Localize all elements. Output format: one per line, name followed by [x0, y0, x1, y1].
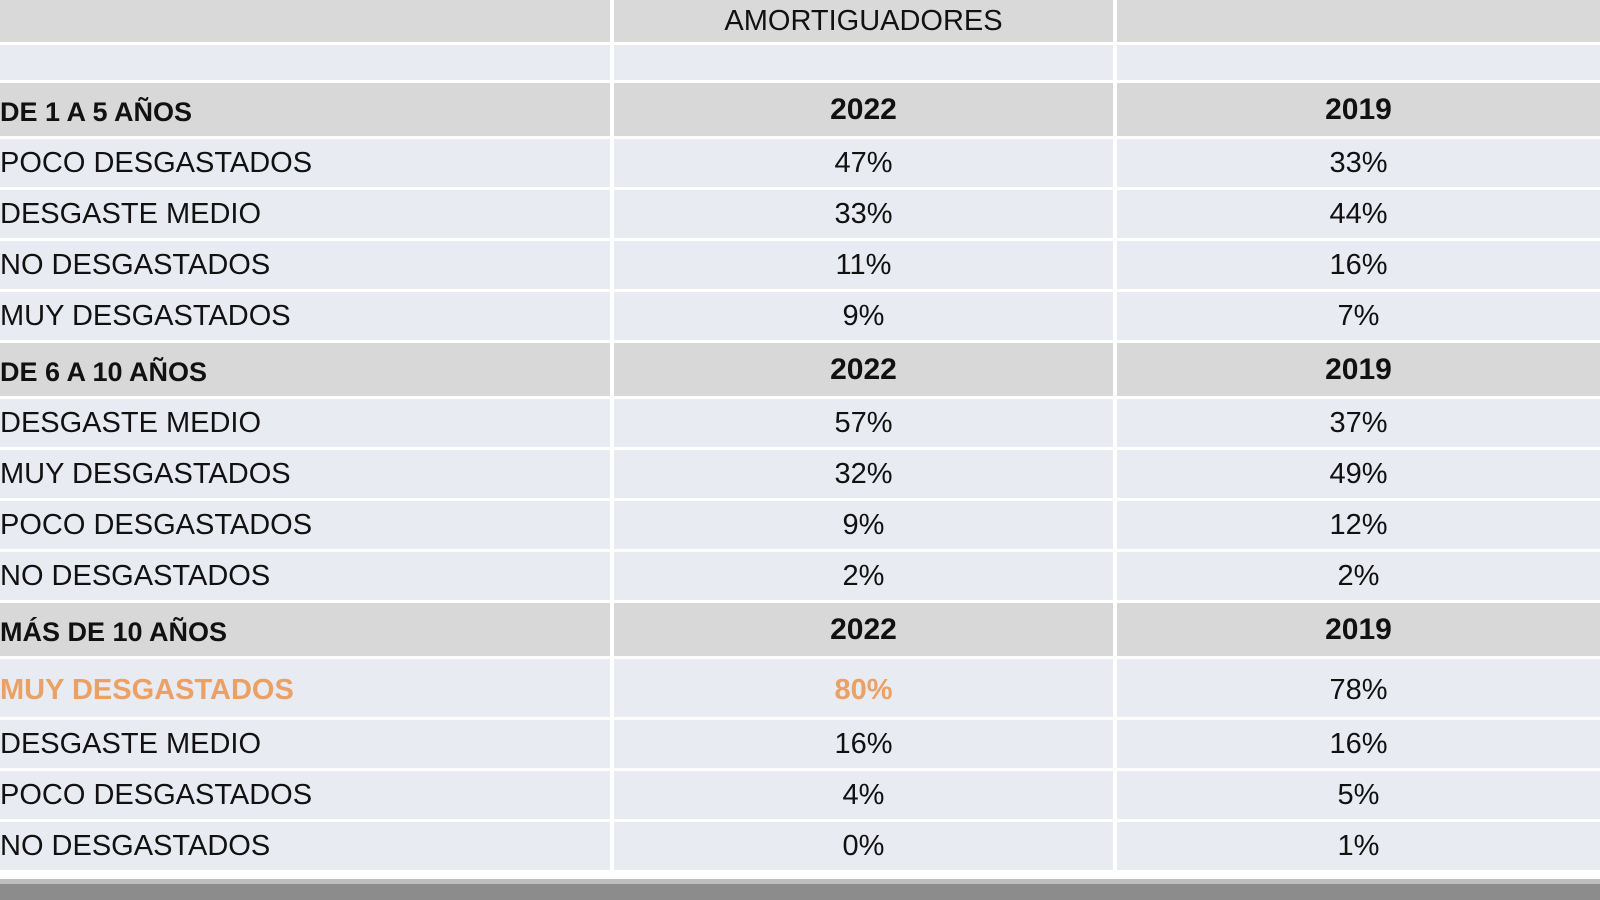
- table-row: NO DESGASTADOS 0% 1%: [0, 822, 1600, 873]
- section-label[interactable]: MÁS DE 10 AÑOS: [0, 603, 614, 659]
- table-row: POCO DESGASTADOS 4% 5%: [0, 771, 1600, 822]
- year-header[interactable]: 2019: [1117, 83, 1600, 139]
- row-label[interactable]: POCO DESGASTADOS: [0, 771, 614, 822]
- value-2022[interactable]: 47%: [614, 139, 1117, 190]
- table-row: POCO DESGASTADOS 47% 33%: [0, 139, 1600, 190]
- year-header[interactable]: 2022: [614, 343, 1117, 399]
- value-2019[interactable]: 1%: [1117, 822, 1600, 873]
- row-label[interactable]: DESGASTE MEDIO: [0, 720, 614, 771]
- table-row-highlighted: MUY DESGASTADOS 80% 78%: [0, 659, 1600, 720]
- cell[interactable]: [1117, 0, 1600, 45]
- table-row: POCO DESGASTADOS 9% 12%: [0, 501, 1600, 552]
- cell[interactable]: [614, 45, 1117, 83]
- bottom-bar: [0, 884, 1600, 900]
- value-2022[interactable]: 9%: [614, 501, 1117, 552]
- table-row: DESGASTE MEDIO 33% 44%: [0, 190, 1600, 241]
- row-label[interactable]: NO DESGASTADOS: [0, 822, 614, 873]
- cell[interactable]: [0, 0, 614, 45]
- table-row: MUY DESGASTADOS 9% 7%: [0, 292, 1600, 343]
- value-2019[interactable]: 2%: [1117, 552, 1600, 603]
- section-label[interactable]: DE 6 A 10 AÑOS: [0, 343, 614, 399]
- value-2019[interactable]: 12%: [1117, 501, 1600, 552]
- value-2022[interactable]: 11%: [614, 241, 1117, 292]
- year-header[interactable]: 2019: [1117, 603, 1600, 659]
- table-row: MUY DESGASTADOS 32% 49%: [0, 450, 1600, 501]
- table-row: NO DESGASTADOS 11% 16%: [0, 241, 1600, 292]
- row-label[interactable]: POCO DESGASTADOS: [0, 501, 614, 552]
- table-title[interactable]: AMORTIGUADORES: [614, 0, 1117, 45]
- value-2022[interactable]: 4%: [614, 771, 1117, 822]
- year-header[interactable]: 2022: [614, 83, 1117, 139]
- value-2019[interactable]: 7%: [1117, 292, 1600, 343]
- title-row: AMORTIGUADORES: [0, 0, 1600, 45]
- row-label[interactable]: DESGASTE MEDIO: [0, 190, 614, 241]
- section-header-row: DE 6 A 10 AÑOS 2022 2019: [0, 343, 1600, 399]
- value-2019[interactable]: 33%: [1117, 139, 1600, 190]
- value-2019[interactable]: 37%: [1117, 399, 1600, 450]
- row-label[interactable]: DESGASTE MEDIO: [0, 399, 614, 450]
- row-label[interactable]: POCO DESGASTADOS: [0, 139, 614, 190]
- row-label-highlighted[interactable]: MUY DESGASTADOS: [0, 659, 614, 720]
- table-row: DESGASTE MEDIO 16% 16%: [0, 720, 1600, 771]
- row-label[interactable]: NO DESGASTADOS: [0, 241, 614, 292]
- spacer-row: [0, 45, 1600, 83]
- cell[interactable]: [0, 45, 614, 83]
- row-label[interactable]: MUY DESGASTADOS: [0, 450, 614, 501]
- value-2019[interactable]: 5%: [1117, 771, 1600, 822]
- value-2022[interactable]: 32%: [614, 450, 1117, 501]
- value-2019[interactable]: 16%: [1117, 720, 1600, 771]
- value-2022[interactable]: 57%: [614, 399, 1117, 450]
- amortiguadores-table: AMORTIGUADORES DE 1 A 5 AÑOS 2022 2019 P…: [0, 0, 1600, 873]
- value-2019[interactable]: 49%: [1117, 450, 1600, 501]
- value-2019[interactable]: 16%: [1117, 241, 1600, 292]
- value-2022-highlighted[interactable]: 80%: [614, 659, 1117, 720]
- row-label[interactable]: NO DESGASTADOS: [0, 552, 614, 603]
- value-2022[interactable]: 0%: [614, 822, 1117, 873]
- value-2022[interactable]: 16%: [614, 720, 1117, 771]
- value-2022[interactable]: 2%: [614, 552, 1117, 603]
- value-2019[interactable]: 44%: [1117, 190, 1600, 241]
- year-header[interactable]: 2019: [1117, 343, 1600, 399]
- year-header[interactable]: 2022: [614, 603, 1117, 659]
- value-2022[interactable]: 33%: [614, 190, 1117, 241]
- cell[interactable]: [1117, 45, 1600, 83]
- section-label[interactable]: DE 1 A 5 AÑOS: [0, 83, 614, 139]
- section-header-row: MÁS DE 10 AÑOS 2022 2019: [0, 603, 1600, 659]
- table-row: NO DESGASTADOS 2% 2%: [0, 552, 1600, 603]
- bottom-divider: [0, 879, 1600, 884]
- value-2022[interactable]: 9%: [614, 292, 1117, 343]
- row-label[interactable]: MUY DESGASTADOS: [0, 292, 614, 343]
- value-2019[interactable]: 78%: [1117, 659, 1600, 720]
- section-header-row: DE 1 A 5 AÑOS 2022 2019: [0, 83, 1600, 139]
- table-row: DESGASTE MEDIO 57% 37%: [0, 399, 1600, 450]
